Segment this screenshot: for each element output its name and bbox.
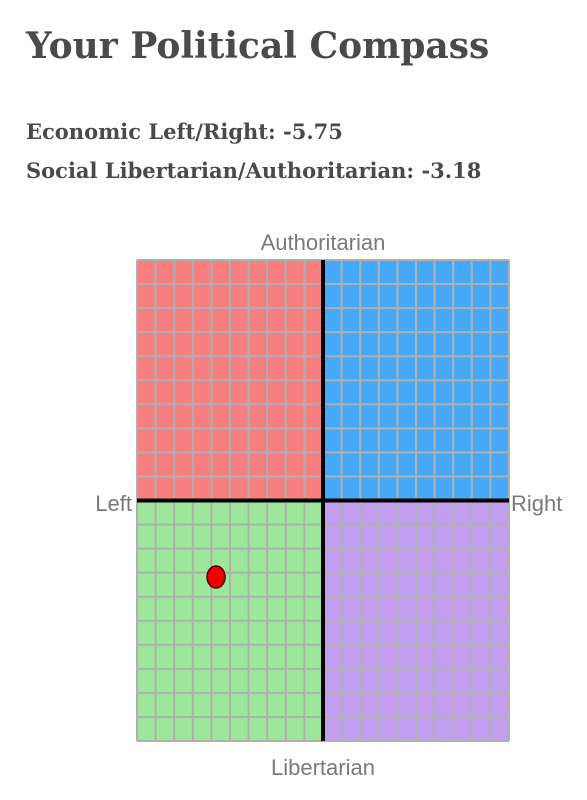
social-score-label: Social Libertarian/Authoritarian: bbox=[26, 158, 415, 183]
economic-score-label: Economic Left/Right: bbox=[26, 119, 276, 144]
social-score: Social Libertarian/Authoritarian: -3.18 bbox=[26, 160, 481, 181]
political-compass-chart: Authoritarian Libertarian Left Right bbox=[95, 230, 562, 780]
axis-label-right: Right bbox=[511, 491, 562, 516]
points-layer bbox=[206, 565, 226, 589]
axes-layer bbox=[137, 260, 509, 741]
page-title: Your Political Compass bbox=[26, 25, 490, 67]
axis-label-top: Authoritarian bbox=[261, 230, 386, 255]
compass-position-point bbox=[206, 565, 226, 589]
social-score-value: -3.18 bbox=[421, 158, 482, 183]
axis-label-left: Left bbox=[95, 491, 132, 516]
axis-label-bottom: Libertarian bbox=[271, 755, 375, 780]
economic-score-value: -5.75 bbox=[283, 119, 343, 144]
economic-score: Economic Left/Right: -5.75 bbox=[26, 121, 343, 142]
